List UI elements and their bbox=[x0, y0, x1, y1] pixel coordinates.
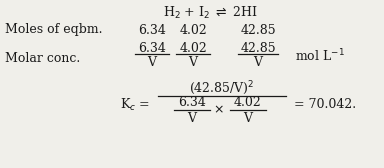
Text: 4.02: 4.02 bbox=[179, 41, 207, 54]
Text: K$_c$: K$_c$ bbox=[120, 97, 136, 113]
Text: H$_2$ + I$_2$ $\rightleftharpoons$ 2HI: H$_2$ + I$_2$ $\rightleftharpoons$ 2HI bbox=[162, 5, 257, 21]
Text: 6.34: 6.34 bbox=[178, 96, 206, 110]
Text: Moles of eqbm.: Moles of eqbm. bbox=[5, 24, 103, 36]
Text: Molar conc.: Molar conc. bbox=[5, 52, 80, 65]
Text: V: V bbox=[253, 55, 263, 69]
Text: $\times$: $\times$ bbox=[213, 103, 223, 116]
Text: V: V bbox=[189, 55, 197, 69]
Text: V: V bbox=[187, 112, 197, 124]
Text: 6.34: 6.34 bbox=[138, 41, 166, 54]
Text: 42.85: 42.85 bbox=[240, 41, 276, 54]
Text: 4.02: 4.02 bbox=[234, 96, 262, 110]
Text: mol L$^{-1}$: mol L$^{-1}$ bbox=[295, 48, 345, 64]
Text: 42.85: 42.85 bbox=[240, 24, 276, 36]
Text: V: V bbox=[243, 112, 253, 124]
Text: (42.85/V)$^2$: (42.85/V)$^2$ bbox=[189, 79, 255, 97]
Text: 6.34: 6.34 bbox=[138, 24, 166, 36]
Text: 4.02: 4.02 bbox=[179, 24, 207, 36]
Text: = 70.042.: = 70.042. bbox=[294, 98, 356, 112]
Text: =: = bbox=[139, 98, 149, 112]
Text: V: V bbox=[147, 55, 157, 69]
